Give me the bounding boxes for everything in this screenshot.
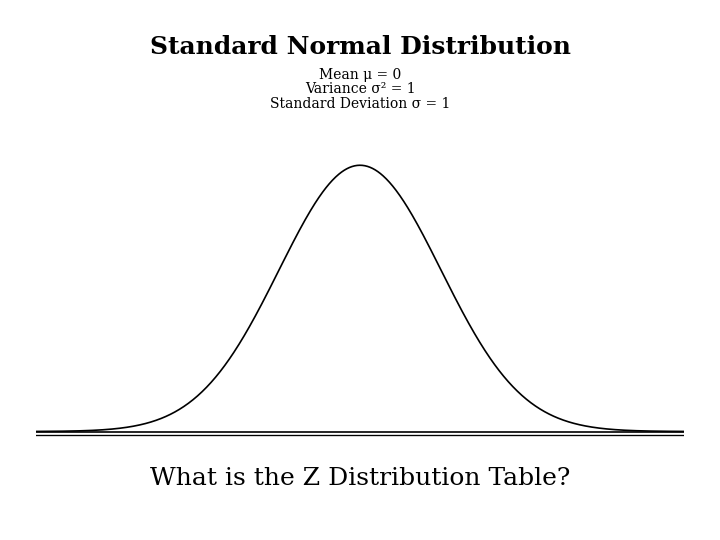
Text: Standard Normal Distribution: Standard Normal Distribution bbox=[150, 35, 570, 59]
Text: Mean μ = 0: Mean μ = 0 bbox=[319, 68, 401, 82]
Text: What is the Z Distribution Table?: What is the Z Distribution Table? bbox=[150, 467, 570, 490]
Text: Variance σ² = 1: Variance σ² = 1 bbox=[305, 82, 415, 96]
Text: Standard Deviation σ = 1: Standard Deviation σ = 1 bbox=[270, 97, 450, 111]
